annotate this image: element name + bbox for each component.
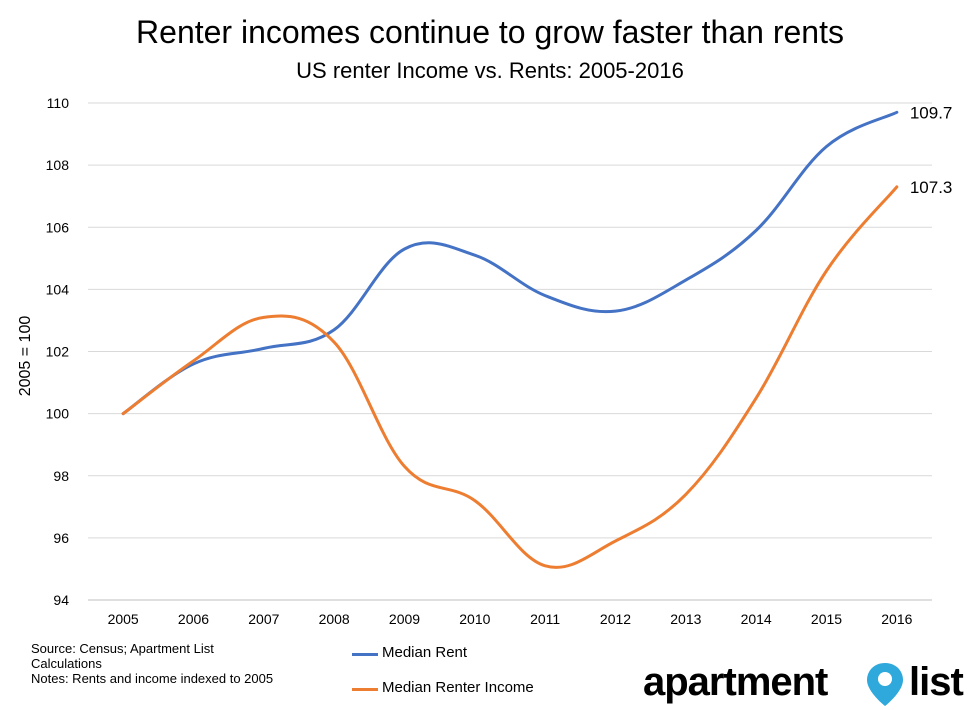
map-pin-icon xyxy=(867,663,903,706)
logo-text: list xyxy=(909,660,964,704)
x-tick-label: 2008 xyxy=(319,611,350,627)
y-tick-label: 104 xyxy=(46,281,70,297)
series-lines xyxy=(121,110,899,569)
logo-text: apartment xyxy=(643,660,828,704)
x-tick-label: 2005 xyxy=(108,611,139,627)
y-tick-label: 106 xyxy=(46,219,70,235)
source-note: Source: Census; Apartment List xyxy=(31,641,214,656)
x-tick-label: 2014 xyxy=(741,611,772,627)
y-tick-label: 98 xyxy=(53,468,69,484)
x-tick-label: 2009 xyxy=(389,611,420,627)
y-tick-label: 102 xyxy=(46,344,70,360)
gridlines xyxy=(88,102,932,601)
chart-title: Renter incomes continue to grow faster t… xyxy=(136,14,844,50)
y-tick-label: 110 xyxy=(47,95,70,111)
x-axis-ticks: 2005 2006 2007 2008 2009 2010 2011 2012 2013 2014… xyxy=(108,611,913,627)
end-value-label: 109.7 xyxy=(910,103,953,122)
end-labels: 109.7 107.3 xyxy=(910,103,953,197)
x-tick-label: 2011 xyxy=(530,611,560,627)
legend-swatch xyxy=(352,688,378,691)
legend-label: Median Renter Income xyxy=(382,679,534,696)
series-line-median-rent xyxy=(121,110,899,416)
y-tick-label: 108 xyxy=(46,157,70,173)
y-tick-label: 94 xyxy=(53,592,69,608)
legend-swatch xyxy=(352,653,378,656)
end-value-label: 107.3 xyxy=(910,178,953,197)
x-tick-label: 2006 xyxy=(178,611,209,627)
notes-text: Notes: Rents and income indexed to 2005 xyxy=(31,671,274,686)
y-tick-label: 96 xyxy=(53,530,69,546)
y-tick-label: 100 xyxy=(46,406,70,422)
x-tick-label: 2016 xyxy=(881,611,912,627)
legend-label: Median Rent xyxy=(382,644,468,661)
x-tick-label: 2010 xyxy=(459,611,490,627)
x-tick-label: 2012 xyxy=(600,611,631,627)
x-tick-label: 2015 xyxy=(811,611,842,627)
y-axis-label: 2005 = 100 xyxy=(17,316,34,397)
x-tick-label: 2007 xyxy=(248,611,279,627)
source-note-continued: Calculations xyxy=(31,656,102,671)
apartment-list-logo: apartment list xyxy=(643,660,980,710)
chart-subtitle: US renter Income vs. Rents: 2005-2016 xyxy=(296,58,684,83)
series-line-median-renter-income xyxy=(121,185,899,569)
y-axis-ticks: 94 96 98 100 102 104 106 108 110 xyxy=(46,95,70,608)
x-tick-label: 2013 xyxy=(670,611,701,627)
